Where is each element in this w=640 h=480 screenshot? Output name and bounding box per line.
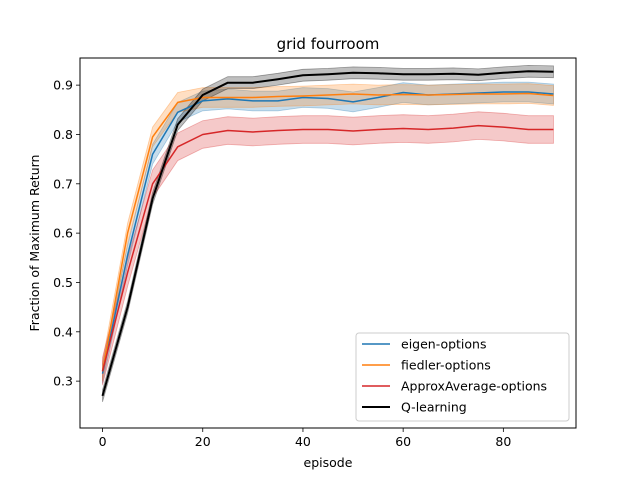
legend: eigen-options fiedler-options ApproxAverag… (355, 332, 570, 422)
x-axis: 0 20 40 60 80 (99, 428, 511, 449)
x-tick-label: 20 (195, 434, 211, 449)
y-axis: 0.3 0.4 0.5 0.6 0.7 0.8 0.9 (53, 78, 80, 389)
x-tick-label: 80 (495, 434, 511, 449)
y-tick-label: 0.6 (53, 226, 73, 241)
confidence-bands (102, 64, 554, 403)
plot-frame (79, 57, 577, 429)
x-tick-label: 0 (99, 434, 107, 449)
legend-label-eigen-options: eigen-options (401, 337, 487, 352)
series-line-q-learning (101, 70, 554, 397)
chart-title: grid fourroom (277, 35, 380, 53)
x-tick-label: 40 (295, 434, 311, 449)
band-fiedler-options (102, 83, 554, 382)
series-line-eigen-options (101, 91, 554, 374)
series-line-fiedler-options (101, 92, 554, 372)
x-tick-label: 60 (395, 434, 411, 449)
series-lines (101, 70, 554, 397)
band-approxaverage-options (102, 111, 554, 386)
series-line-approxaverage-options (101, 124, 554, 372)
y-tick-label: 0.3 (53, 374, 73, 389)
legend-label-approxaverage-options: ApproxAverage-options (401, 379, 547, 394)
y-tick-label: 0.4 (53, 324, 73, 339)
y-tick-label: 0.5 (53, 275, 73, 290)
y-tick-label: 0.9 (53, 78, 73, 93)
band-eigen-options (102, 81, 554, 384)
x-axis-label: episode (304, 455, 353, 470)
y-tick-label: 0.7 (53, 176, 73, 191)
y-axis-label: Fraction of Maximum Return (27, 155, 42, 332)
legend-box (355, 332, 570, 422)
band-q-learning (102, 64, 554, 403)
legend-label-q-learning: Q-learning (401, 400, 467, 415)
legend-label-fiedler-options: fiedler-options (401, 358, 491, 373)
y-tick-label: 0.8 (53, 127, 73, 142)
